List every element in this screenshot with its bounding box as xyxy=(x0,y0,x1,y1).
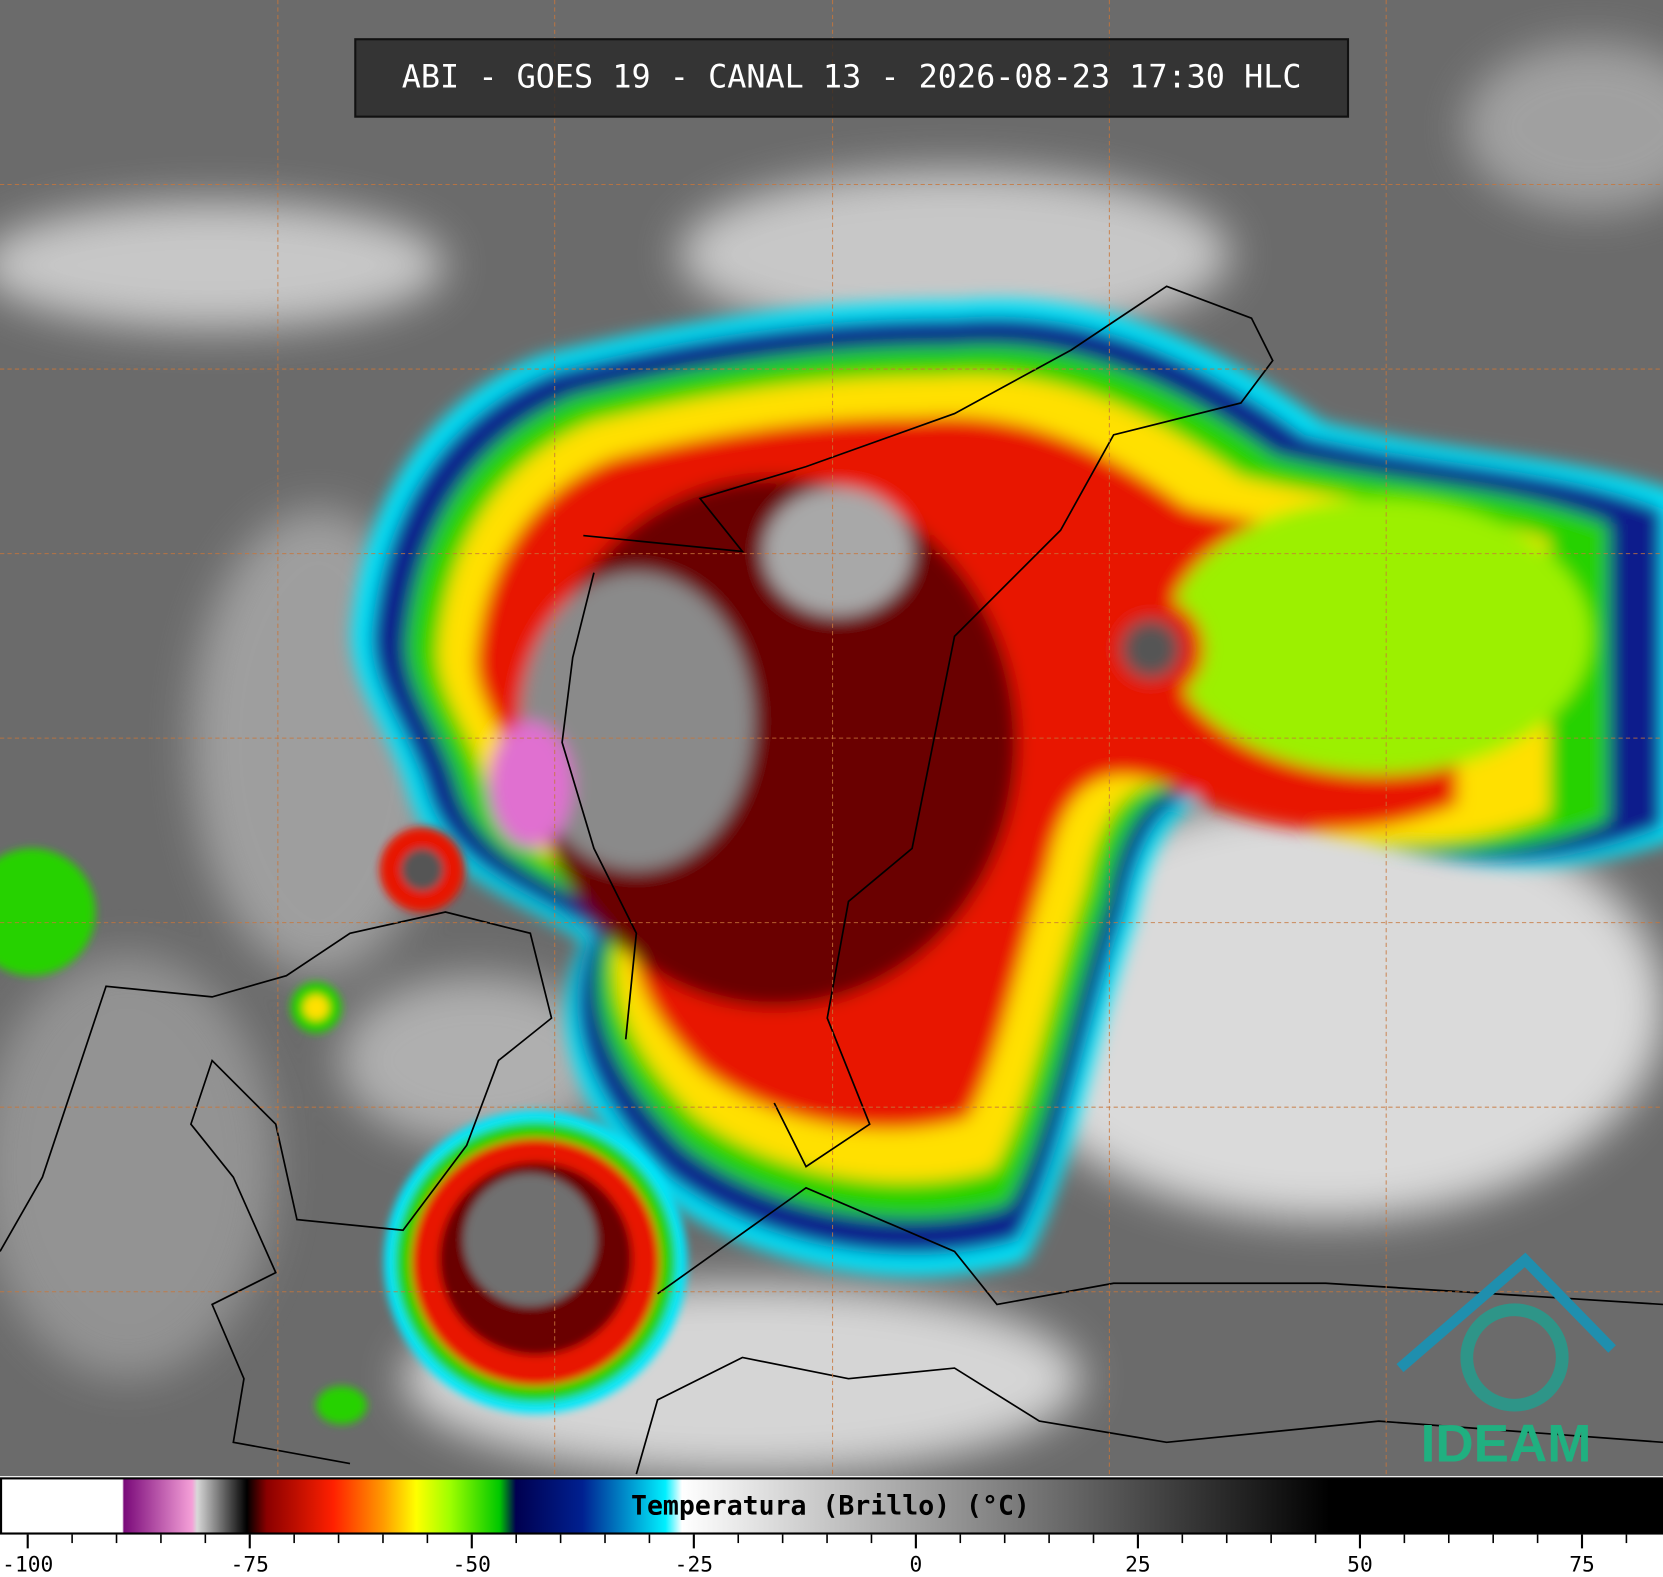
tick-label: 50 xyxy=(1347,1552,1373,1577)
logo: IDEAM xyxy=(1396,1252,1616,1474)
colorbar-ticks: -100 -75 -50 -25 0 25 50 75 xyxy=(2,1534,1628,1577)
tick-label: 0 xyxy=(909,1552,922,1577)
storm-main xyxy=(352,299,1663,1276)
colorbar-label: Temperatura (Brillo) (°C) xyxy=(631,1491,1030,1522)
title: ABI - GOES 19 - CANAL 13 - 2026-08-23 17… xyxy=(402,57,1302,95)
tick-label: 75 xyxy=(1569,1552,1595,1577)
storm-southwest xyxy=(0,827,688,1425)
tick-label: -25 xyxy=(675,1552,713,1577)
logo-text: IDEAM xyxy=(1421,1415,1592,1474)
tick-label: -75 xyxy=(231,1552,269,1577)
tick-label: -100 xyxy=(2,1552,53,1577)
tick-label: 25 xyxy=(1125,1552,1151,1577)
title-box xyxy=(354,38,1350,118)
colorbar xyxy=(0,1477,1663,1535)
coastlines xyxy=(0,285,1663,1475)
tick-label: -50 xyxy=(453,1552,491,1577)
grid xyxy=(0,0,1663,1477)
